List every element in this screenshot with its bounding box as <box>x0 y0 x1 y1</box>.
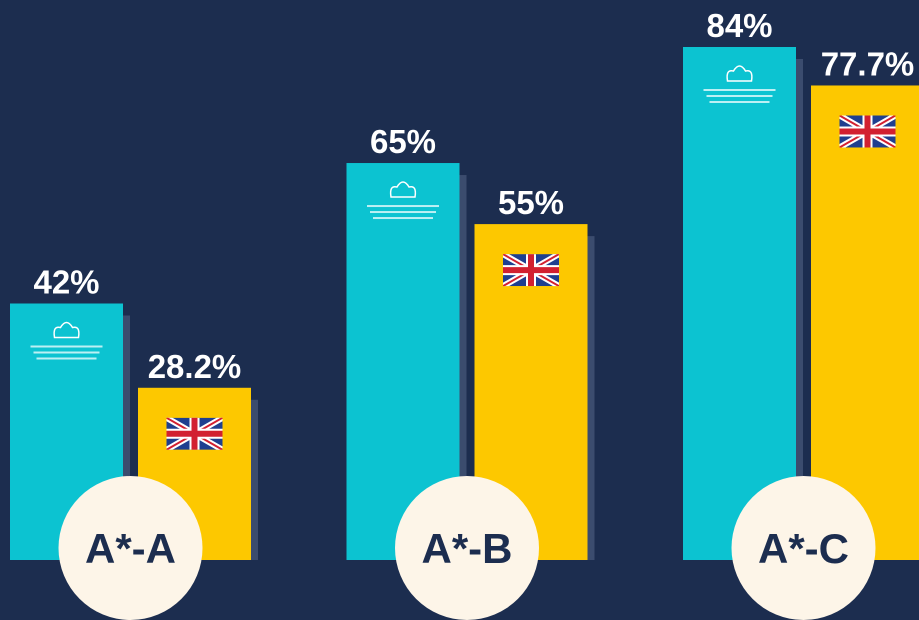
flag-cross-red <box>166 417 223 450</box>
logo-text <box>33 351 100 354</box>
category-label: A*-A <box>85 525 176 572</box>
logo-text <box>703 89 776 91</box>
value-label: 28.2% <box>148 348 242 385</box>
flag-body <box>839 115 896 148</box>
logo-crest <box>726 65 753 82</box>
flag-cross-red <box>503 254 559 287</box>
category-badge <box>731 476 876 620</box>
logo-text <box>709 101 770 103</box>
logo-crest <box>389 181 417 198</box>
bar <box>683 47 796 560</box>
flag-cross-red <box>839 115 896 148</box>
flag-body <box>503 254 559 287</box>
category-badge <box>58 476 203 620</box>
category-badge <box>395 476 539 620</box>
value-label: 65% <box>370 123 436 160</box>
logo-text <box>36 357 97 360</box>
bar-shadow <box>123 315 130 560</box>
uk-flag <box>166 417 223 450</box>
category-label: A*-C <box>758 525 849 572</box>
uk-flag <box>503 254 559 287</box>
logo-text <box>373 217 433 220</box>
bar-shadow <box>459 175 467 561</box>
logo-text <box>706 95 773 97</box>
bar-shadow <box>251 399 258 560</box>
logo-crest <box>53 321 80 339</box>
bar-shadow <box>587 236 595 560</box>
logo-text <box>30 345 103 348</box>
school-logo <box>703 65 776 103</box>
logo-text <box>370 211 436 214</box>
value-label: 55% <box>498 184 564 221</box>
value-label: 42% <box>33 264 99 301</box>
value-label: 84% <box>706 7 772 44</box>
category-label: A*-B <box>422 525 513 572</box>
bar-shadow <box>796 59 803 560</box>
school-logo <box>367 181 439 220</box>
flag-body <box>166 417 223 450</box>
school-logo <box>30 321 103 360</box>
uk-flag <box>839 115 896 148</box>
logo-text <box>367 205 439 208</box>
value-label: 77.7% <box>821 45 915 82</box>
